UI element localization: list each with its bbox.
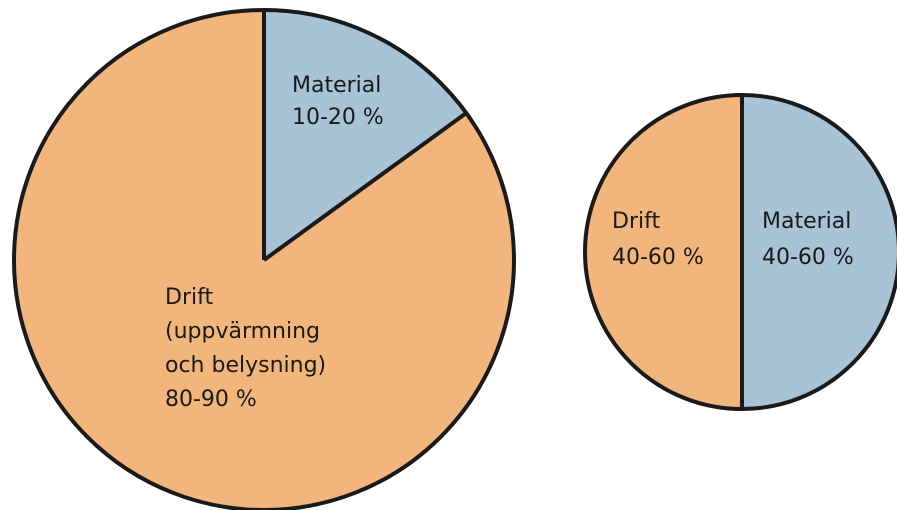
- slice-label-line: (uppvärmning: [165, 319, 320, 344]
- slice-label-line: Drift: [612, 209, 660, 234]
- slice-label-line: och belysning): [165, 353, 326, 378]
- slice-label-line: 80-90 %: [165, 387, 257, 412]
- slice-label-line: Drift: [165, 285, 213, 310]
- slice-label-line: Material: [292, 73, 381, 98]
- slice-label-line: 10-20 %: [292, 105, 384, 130]
- small-pie-chart: Material 40-60 % Drift 40-60 %: [585, 95, 897, 409]
- slice-label-line: 40-60 %: [762, 245, 854, 270]
- slice-label-line: 40-60 %: [612, 245, 704, 270]
- large-pie-chart: Material 10-20 % Drift (uppvärmning och bely…: [14, 10, 514, 510]
- slice-label-line: Material: [762, 209, 851, 234]
